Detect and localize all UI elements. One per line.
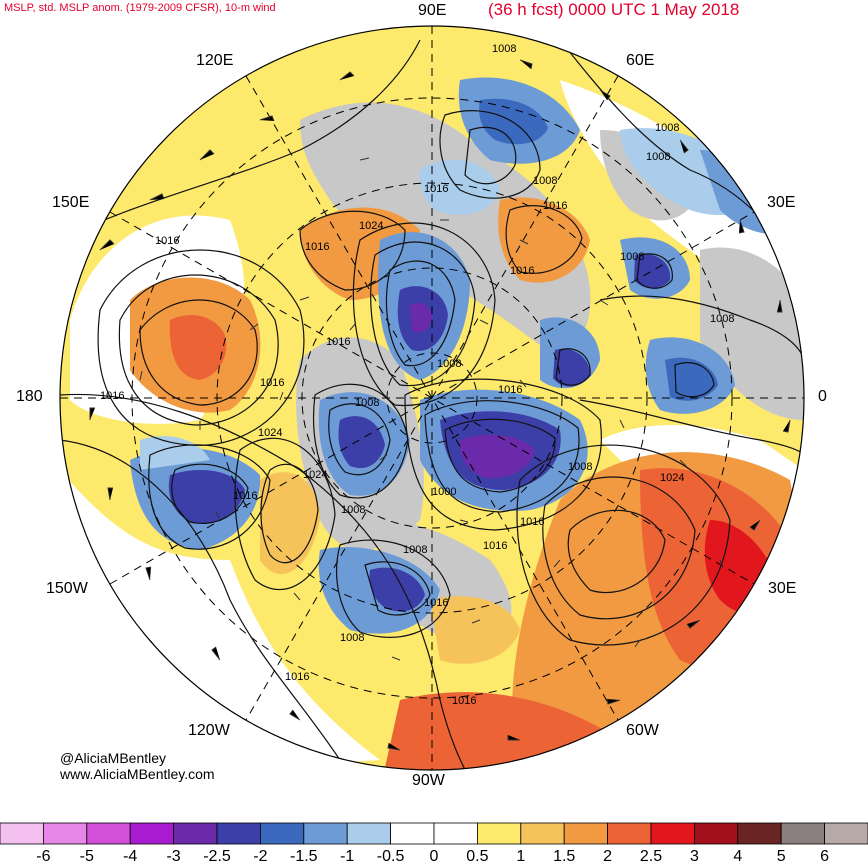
colorbar-swatch	[259, 822, 305, 845]
isobar-label: 1008	[646, 151, 670, 163]
colorbar-tick-label: 1.5	[553, 848, 576, 865]
map-graticule	[59, 25, 805, 771]
isobar-label: 1008	[492, 43, 516, 55]
colorbar-tick-label: -4	[123, 848, 138, 865]
longitude-label-150w: 150W	[46, 580, 88, 597]
longitude-label-150e: 150E	[52, 194, 90, 211]
isobar-label: 1016	[424, 597, 448, 609]
polar-mslp-map: 1008 1008 1008 1016 1024 1016 1016 1008 …	[59, 25, 805, 771]
colorbar-swatch	[780, 822, 826, 845]
isobar-labels: 1008 1008 1008 1016 1024 1016 1016 1008 …	[100, 43, 734, 707]
isobar-label: 1016	[520, 516, 544, 528]
forecast-time-title: (36 h fcst) 0000 UTC 1 May 2018	[488, 0, 740, 19]
isobar-label: 1016	[498, 384, 522, 396]
colorbar-swatch	[433, 822, 478, 845]
longitude-label-60w: 60W	[626, 722, 659, 739]
isobar-contours	[60, 39, 804, 770]
isobar-label: 1016	[326, 336, 350, 348]
isobar-label: 1008	[620, 251, 644, 263]
colorbar-swatch	[390, 822, 435, 845]
isobar-label: 1024	[303, 469, 327, 481]
colorbar-tick-label: 0.5	[466, 848, 489, 865]
colorbar-swatch	[86, 822, 131, 845]
colorbar-swatch	[303, 822, 348, 845]
colorbar-tick-label: 0	[429, 848, 439, 865]
longitude-label-0: 0	[818, 388, 827, 405]
isobar-label: 1016	[483, 540, 507, 552]
colorbar-tick-label: 3	[689, 848, 699, 865]
colorbar-tick-label: 5	[776, 848, 786, 865]
isobar-label: 1008	[655, 122, 679, 134]
isobar-label: 1008	[355, 397, 379, 409]
colorbar-swatch	[216, 822, 261, 845]
author-handle: @AliciaMBentley	[60, 750, 167, 766]
colorbar-swatch	[43, 822, 88, 845]
colorbar-swatch	[563, 822, 609, 845]
colorbar-tick-label: -0.5	[376, 848, 405, 865]
anomaly-colorbar	[0, 822, 868, 845]
isobar-label: 1000	[432, 486, 456, 498]
isobar-label: 1016	[233, 490, 257, 502]
colorbar-tick-label: 2.5	[639, 848, 663, 865]
colorbar-swatch	[824, 822, 868, 845]
isobar-label: 1016	[260, 377, 284, 389]
isobar-label: 1008	[568, 461, 592, 473]
isobar-label: 1024	[359, 220, 383, 232]
longitude-label-60e: 60E	[626, 52, 655, 69]
longitude-label-120w: 120W	[188, 722, 230, 739]
isobar-label: 1024	[660, 472, 684, 484]
colorbar-swatch	[346, 822, 392, 845]
colorbar-tick-label: -6	[36, 848, 51, 865]
longitude-label-30e: 30E	[767, 194, 796, 211]
longitude-label-90e: 90E	[418, 2, 447, 19]
longitude-label-120e: 120E	[196, 52, 234, 69]
longitude-label-90w: 90W	[412, 772, 445, 789]
isobar-label: 1008	[533, 175, 557, 187]
colorbar-swatch	[0, 822, 44, 845]
colorbar-swatch	[650, 822, 695, 845]
colorbar-tick-label: 4	[733, 848, 743, 865]
colorbar-swatch	[737, 822, 782, 845]
colorbar-tick-label: -5	[79, 848, 94, 865]
map-title: MSLP, std. MSLP anom. (1979-2009 CFSR), …	[4, 2, 276, 14]
colorbar-tick-label: -1	[340, 848, 355, 865]
isobar-label: 1016	[285, 671, 309, 683]
colorbar-swatch	[694, 822, 739, 845]
author-website[interactable]: www.AliciaMBentley.com	[60, 766, 215, 782]
isobar-label: 1016	[155, 235, 179, 247]
wind-barbs	[89, 59, 791, 751]
isobar-label: 1016	[424, 183, 448, 195]
isobar-label: 1016	[543, 200, 567, 212]
isobar-label: 1016	[452, 695, 476, 707]
isobar-label: 1008	[341, 504, 365, 516]
isobar-label: 1016	[100, 390, 124, 402]
colorbar-swatch	[476, 822, 522, 845]
longitude-label-180: 180	[16, 388, 43, 405]
colorbar-swatch	[129, 822, 174, 845]
isobar-label: 1008	[403, 544, 427, 556]
colorbar-tick-label: -3	[166, 848, 181, 865]
colorbar-swatch	[520, 822, 565, 845]
colorbar-tick-label: -2.5	[203, 848, 231, 865]
colorbar-tick-label: 6	[820, 848, 830, 865]
colorbar-swatch	[607, 822, 652, 845]
colorbar-tick-label: 1	[516, 848, 526, 865]
isobar-label: 1016	[510, 265, 534, 277]
isobar-label: 1008	[710, 313, 734, 325]
colorbar-swatch	[173, 822, 218, 845]
colorbar-tick-label: 2	[603, 848, 613, 865]
isobar-label: 1008	[340, 632, 364, 644]
isobar-label: 1024	[258, 427, 282, 439]
isobar-label: 1008	[437, 358, 461, 370]
isobar-label: 1016	[305, 241, 329, 253]
colorbar-tick-label: -2	[253, 848, 268, 865]
colorbar-tick-label: -1.5	[290, 848, 318, 865]
longitude-label-30w: 30E	[768, 580, 797, 597]
